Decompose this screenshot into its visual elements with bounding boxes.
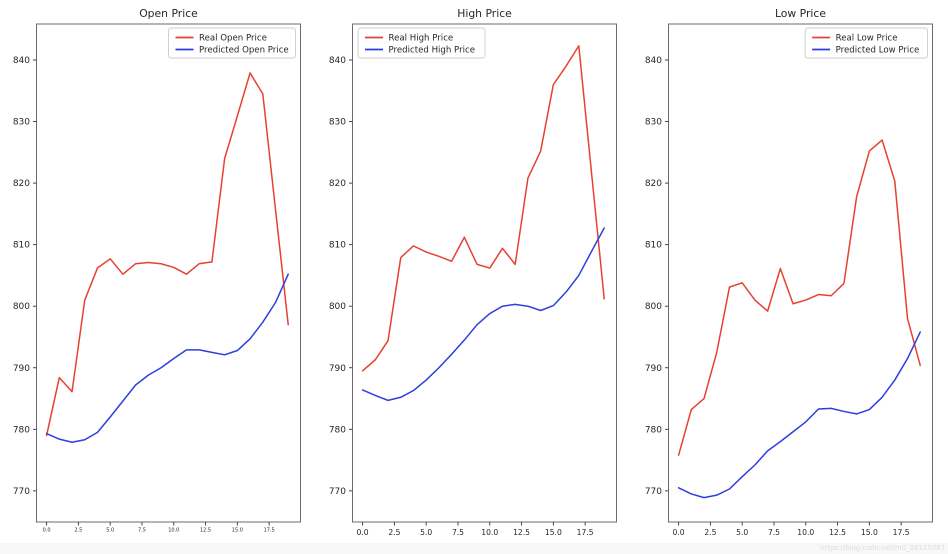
chart-title: High Price <box>457 7 512 20</box>
low-price-chart: 770 780 790 800 810 820 830 840 0.0 2.5 5.0 7.5 10.0… <box>645 7 933 537</box>
predicted-low-price-line <box>677 331 921 499</box>
legend-label: Predicted Open Price <box>199 46 289 56</box>
y-tick-label: 770 <box>13 487 30 497</box>
legend-label: Real High Price <box>389 34 454 44</box>
legend-label: Predicted High Price <box>389 46 476 56</box>
y-tick-label: 840 <box>645 56 662 66</box>
x-tick-label: 10.0 <box>168 528 179 534</box>
y-tick-label: 790 <box>13 364 30 374</box>
y-tick-label: 780 <box>13 425 30 435</box>
high-price-chart: 770 780 790 800 810 820 830 840 0.0 2.5 5.0 7.5 10.0… <box>329 7 617 537</box>
axes-frame <box>668 23 933 523</box>
y-tick-label: 830 <box>645 118 662 128</box>
legend-label: Real Open Price <box>199 34 267 44</box>
y-tick-label: 840 <box>329 56 346 66</box>
y-tick-label: 820 <box>13 179 30 189</box>
x-tick-label: 7.5 <box>138 528 146 534</box>
legend: Real Low Price Predicted Low Price <box>804 27 928 59</box>
y-tick-label: 800 <box>645 302 662 312</box>
y-tick-label: 800 <box>13 302 30 312</box>
y-tick-label: 770 <box>329 487 346 497</box>
y-tick-label: 790 <box>329 364 346 374</box>
x-tick-label: 10.0 <box>797 528 814 537</box>
chart-title: Low Price <box>775 7 826 20</box>
x-tick-label: 12.5 <box>200 528 211 534</box>
real-open-price-line <box>45 72 289 437</box>
x-tick-label: 0.0 <box>673 528 685 537</box>
x-tick-label: 2.5 <box>704 528 716 537</box>
x-tick-label: 2.5 <box>74 528 82 534</box>
legend-label: Predicted Low Price <box>836 46 920 56</box>
y-tick-label: 780 <box>329 425 346 435</box>
x-tick-label: 5.0 <box>736 528 748 537</box>
x-tick-label: 5.0 <box>106 528 114 534</box>
x-tick-label: 17.5 <box>577 528 594 537</box>
y-tick-label: 840 <box>13 56 30 66</box>
y-tick-label: 820 <box>329 179 346 189</box>
axes-frame <box>36 23 301 523</box>
open-price-chart: 770 780 790 800 810 820 830 840 0.0 2.5 5.0 7.5 10.0… <box>13 7 301 534</box>
x-tick-label: 5.0 <box>420 528 432 537</box>
predicted-high-price-line <box>361 227 605 402</box>
predicted-open-price-line <box>45 273 289 443</box>
x-tick-label: 0.0 <box>357 528 369 537</box>
x-tick-label: 15.0 <box>861 528 878 537</box>
legend-box <box>168 27 296 59</box>
y-tick-label: 800 <box>329 302 346 312</box>
x-tick-label: 15.0 <box>545 528 562 537</box>
legend: Real High Price Predicted High Price <box>357 27 486 59</box>
real-high-price-line <box>361 45 605 372</box>
x-tick-label: 12.5 <box>513 528 530 537</box>
x-tick-label: 15.0 <box>232 528 243 534</box>
y-tick-label: 780 <box>645 425 662 435</box>
legend: Real Open Price Predicted Open Price <box>168 27 296 59</box>
y-tick-label: 770 <box>645 487 662 497</box>
y-tick-label: 810 <box>13 241 30 251</box>
x-tick-label: 17.5 <box>893 528 910 537</box>
y-tick-label: 820 <box>645 179 662 189</box>
y-tick-label: 790 <box>645 364 662 374</box>
x-tick-label: 7.5 <box>768 528 780 537</box>
x-tick-label: 17.5 <box>264 528 275 534</box>
x-tick-label: 7.5 <box>452 528 464 537</box>
chart-title: Open Price <box>139 7 198 20</box>
x-tick-label: 0.0 <box>43 528 51 534</box>
x-tick-label: 12.5 <box>829 528 846 537</box>
x-tick-label: 2.5 <box>388 528 400 537</box>
legend-label: Real Low Price <box>836 34 898 44</box>
x-tick-label: 10.0 <box>481 528 498 537</box>
legend-box <box>804 27 928 59</box>
y-tick-label: 810 <box>645 241 662 251</box>
watermark: https://blog.csdn.net/m0_38125087 <box>0 543 948 554</box>
legend-box <box>357 27 486 59</box>
y-tick-label: 830 <box>13 118 30 128</box>
axes-frame <box>352 23 617 523</box>
y-tick-label: 810 <box>329 241 346 251</box>
real-low-price-line <box>677 139 921 456</box>
y-tick-label: 830 <box>329 118 346 128</box>
